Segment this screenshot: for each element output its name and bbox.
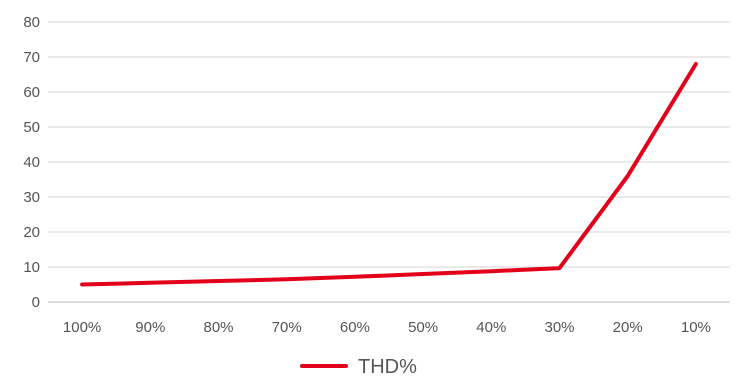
grid-lines: [48, 21, 730, 303]
x-tick-label: 50%: [408, 319, 438, 336]
y-tick-label: 80: [23, 14, 40, 31]
y-tick-label: 70: [23, 49, 40, 66]
y-tick-label: 0: [32, 294, 40, 311]
x-tick-label: 90%: [135, 319, 165, 336]
x-tick-label: 80%: [203, 319, 233, 336]
legend-label: THD%: [358, 356, 417, 378]
x-tick-label: 40%: [476, 319, 506, 336]
y-tick-label: 50: [23, 119, 40, 136]
y-axis-tick-labels: 0 10 20 30 40 50 60 70 80: [23, 14, 40, 311]
series-line-thd: [80, 62, 698, 287]
y-tick-label: 60: [23, 84, 40, 101]
legend: THD%: [300, 356, 417, 378]
y-tick-label: 20: [23, 224, 40, 241]
y-tick-label: 10: [23, 259, 40, 276]
x-tick-label: 20%: [613, 319, 643, 336]
x-tick-label: 100%: [63, 319, 101, 336]
y-tick-label: 40: [23, 154, 40, 171]
x-tick-label: 30%: [544, 319, 574, 336]
series-lines: [80, 62, 698, 287]
x-tick-label: 10%: [681, 319, 711, 336]
x-tick-label: 70%: [272, 319, 302, 336]
x-tick-label: 60%: [340, 319, 370, 336]
x-axis-tick-labels: 100% 90% 80% 70% 60% 50% 40% 30% 20% 10%: [63, 319, 711, 336]
y-tick-label: 30: [23, 189, 40, 206]
